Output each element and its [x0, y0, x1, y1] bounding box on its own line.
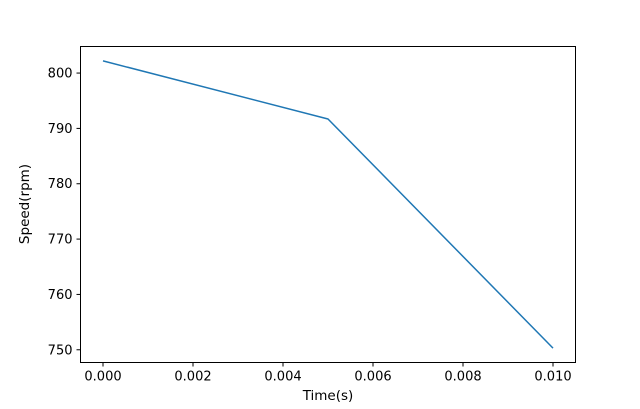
- y-tick-label: 790: [48, 122, 73, 137]
- axes-frame: [80, 46, 576, 363]
- y-tick-label: 760: [48, 288, 73, 303]
- y-tick-label: 800: [48, 67, 73, 82]
- y-axis-label: Speed(rpm): [17, 163, 33, 245]
- y-tick-label: 780: [48, 177, 73, 192]
- x-tick-label: 0.006: [354, 370, 391, 385]
- y-tick-label: 750: [48, 343, 73, 358]
- x-axis-label: Time(s): [302, 388, 354, 404]
- x-tick-label: 0.010: [534, 370, 571, 385]
- x-tick-label: 0.002: [174, 370, 211, 385]
- x-tick-label: 0.000: [84, 370, 121, 385]
- x-tick-label: 0.004: [264, 370, 301, 385]
- speed-line: [102, 60, 554, 349]
- x-tick-label: 0.008: [444, 370, 481, 385]
- y-tick-label: 770: [48, 233, 73, 248]
